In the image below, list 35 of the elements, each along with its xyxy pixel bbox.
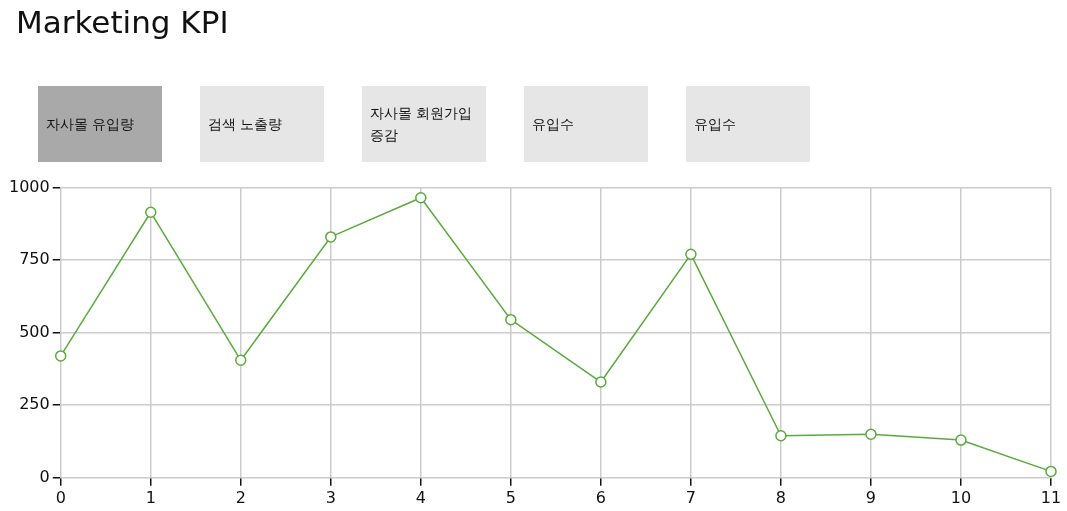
y-tick-label: 0 <box>39 466 50 486</box>
y-tick-label: 1000 <box>9 176 50 196</box>
point <box>865 428 877 441</box>
point <box>415 192 427 204</box>
x-tick-label: 6 <box>595 487 606 507</box>
text: 유입수 <box>524 86 648 162</box>
point <box>54 350 67 362</box>
y-tick-label: 250 <box>19 394 50 414</box>
text: 자사몰 회원가입 증감 <box>362 86 486 162</box>
y-tick-label: 500 <box>19 321 50 341</box>
point <box>505 313 517 326</box>
x-tick-label: 7 <box>685 487 696 507</box>
x-tick-label: 3 <box>325 487 336 507</box>
x-tick-label: 2 <box>235 487 246 507</box>
text: 검색 노출량 <box>200 86 324 162</box>
point <box>1045 465 1057 478</box>
x-tick-label: 10 <box>950 487 972 507</box>
point <box>144 206 157 219</box>
point <box>685 248 697 261</box>
text: 유입수 <box>686 86 810 162</box>
point <box>325 231 337 243</box>
point <box>955 434 967 446</box>
point <box>775 429 787 442</box>
x-tick-label: 1 <box>145 487 156 507</box>
text: 자사몰 유입량 <box>38 86 162 162</box>
x-tick-label: 4 <box>415 487 426 507</box>
x-tick-label: 5 <box>505 487 516 507</box>
point <box>595 376 607 388</box>
y-tick-label: 750 <box>19 249 50 269</box>
x-tick-label: 9 <box>865 487 877 507</box>
x-tick-label: 8 <box>775 487 787 507</box>
point <box>235 354 247 367</box>
x-tick-label: 11 <box>1040 487 1062 507</box>
chart-title: Marketing KPI <box>16 4 229 40</box>
x-tick-label: 0 <box>55 487 66 507</box>
